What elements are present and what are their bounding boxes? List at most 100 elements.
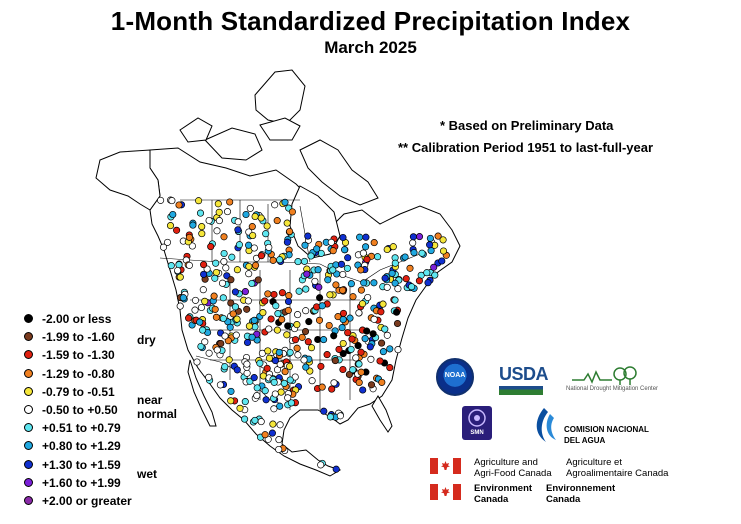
station-marker — [386, 364, 394, 372]
station-marker — [301, 241, 309, 249]
station-marker — [213, 346, 221, 354]
station-marker — [269, 420, 277, 428]
legend-label: +2.00 or greater — [42, 493, 132, 508]
ndmc-logo-icon — [572, 366, 637, 385]
station-marker — [415, 233, 424, 241]
legend-swatch — [24, 459, 33, 469]
alaska — [95, 149, 161, 211]
station-marker — [212, 259, 220, 267]
station-marker — [191, 306, 199, 314]
station-marker — [257, 418, 265, 426]
station-marker — [406, 264, 414, 272]
station-marker — [409, 233, 417, 241]
station-marker — [301, 327, 310, 336]
station-marker — [418, 249, 426, 257]
station-marker — [196, 209, 205, 217]
station-marker — [370, 315, 378, 323]
station-marker — [225, 356, 233, 364]
station-marker — [265, 354, 273, 362]
station-marker — [283, 331, 291, 339]
noaa-logo-text: NOAA — [444, 372, 466, 379]
station-marker — [369, 330, 377, 338]
legend-label: -1.59 to -1.30 — [42, 348, 115, 363]
arctic-island-victoria — [204, 127, 263, 161]
legend-label: +0.80 to +1.29 — [42, 439, 121, 454]
station-marker — [196, 318, 204, 326]
station-marker — [357, 286, 365, 294]
legend-swatch — [24, 423, 33, 433]
station-marker — [430, 263, 438, 271]
station-marker — [275, 436, 283, 444]
station-marker — [328, 385, 336, 393]
arctic-island-banks — [179, 117, 213, 143]
station-marker — [302, 307, 310, 315]
station-marker — [293, 321, 301, 329]
station-marker — [300, 257, 309, 265]
station-marker — [275, 348, 283, 356]
station-marker — [249, 231, 257, 240]
agency-agriculture-fr: Agriculture et Agroalimentaire Canada — [566, 457, 669, 479]
station-marker — [377, 308, 385, 316]
station-marker — [278, 315, 286, 324]
station-marker — [174, 266, 182, 275]
station-marker — [219, 314, 227, 323]
legend-item: +0.80 to +1.29 — [22, 437, 162, 455]
station-marker — [314, 335, 322, 344]
station-marker — [277, 388, 285, 396]
station-marker — [276, 360, 284, 368]
station-marker — [317, 362, 325, 370]
arctic-island-devon — [259, 117, 301, 141]
station-marker — [311, 277, 319, 285]
station-marker — [439, 247, 448, 255]
station-marker — [168, 197, 176, 205]
station-marker — [256, 359, 264, 367]
station-marker — [434, 232, 442, 240]
station-marker — [199, 286, 207, 294]
station-marker — [248, 279, 256, 288]
station-marker — [241, 398, 249, 406]
station-marker — [313, 245, 321, 253]
station-marker — [367, 381, 376, 389]
station-marker — [263, 222, 271, 230]
station-marker — [327, 238, 335, 246]
station-marker — [363, 327, 371, 335]
station-marker — [262, 230, 270, 238]
station-marker — [349, 366, 357, 374]
station-marker — [348, 335, 356, 343]
station-marker — [228, 253, 236, 261]
station-marker — [250, 316, 258, 324]
baja-california — [187, 359, 217, 427]
usda-logo: USDA — [499, 364, 549, 396]
station-marker — [388, 269, 396, 277]
station-marker — [205, 373, 213, 381]
station-marker — [241, 415, 249, 423]
station-marker — [394, 285, 402, 293]
station-marker — [163, 238, 172, 246]
florida — [371, 395, 393, 433]
legend-swatch — [24, 350, 33, 360]
station-marker — [315, 316, 324, 324]
legend-group-wet: wet — [137, 467, 158, 481]
station-marker — [265, 243, 273, 251]
station-marker — [284, 306, 292, 314]
station-marker — [222, 264, 230, 272]
station-marker — [354, 342, 362, 350]
station-marker — [337, 260, 346, 268]
station-marker — [381, 325, 389, 333]
station-marker — [215, 217, 223, 225]
legend-swatch — [24, 368, 33, 378]
station-marker — [410, 249, 418, 257]
station-marker — [231, 303, 239, 311]
station-marker — [349, 293, 357, 301]
station-marker — [274, 310, 282, 318]
station-marker — [359, 386, 367, 394]
legend-item: -2.00 or less — [22, 310, 162, 328]
station-marker — [245, 262, 253, 271]
station-marker — [218, 279, 227, 287]
station-marker — [326, 413, 334, 421]
station-marker — [173, 226, 181, 234]
station-marker — [431, 271, 439, 279]
station-marker — [198, 230, 206, 238]
station-marker — [357, 368, 365, 376]
arctic-island-baffin — [299, 139, 379, 206]
